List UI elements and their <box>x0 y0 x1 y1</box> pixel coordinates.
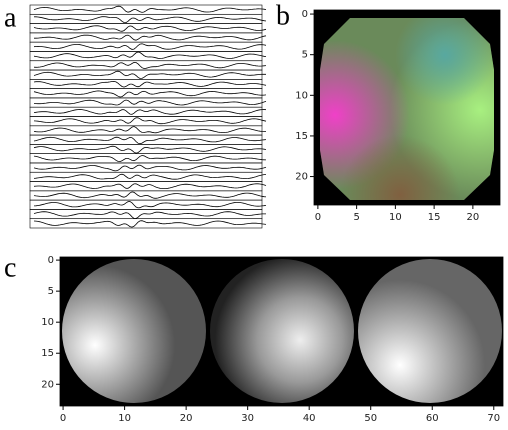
x-tick-label: 5 <box>353 212 359 223</box>
x-tick-label: 0 <box>315 212 321 223</box>
gray-disk <box>62 259 206 403</box>
trace-box <box>29 134 263 145</box>
x-tick-label: 60 <box>426 413 439 424</box>
panel-label: b <box>276 0 290 31</box>
y-tick-label: 20 <box>295 172 308 183</box>
waveform-panel <box>29 4 267 229</box>
trace <box>34 34 267 41</box>
trace <box>33 164 267 172</box>
axes-frame <box>313 9 501 206</box>
trace-box <box>29 32 263 43</box>
trace-box <box>29 218 263 229</box>
x-tick-label: 40 <box>303 413 316 424</box>
axes-frame <box>59 256 504 407</box>
y-tick-label: 15 <box>295 131 308 142</box>
x-tick-label: 30 <box>241 413 254 424</box>
x-tick-label: 10 <box>118 413 131 424</box>
gray-disk <box>358 259 502 403</box>
trace <box>33 155 267 163</box>
trace <box>33 191 267 199</box>
trace-box <box>29 4 263 15</box>
x-tick-label: 20 <box>467 212 480 223</box>
y-tick-label: 15 <box>41 348 54 359</box>
trace <box>33 61 267 69</box>
trace <box>33 80 267 88</box>
y-tick-label: 10 <box>41 317 54 328</box>
panel-label: a <box>4 2 17 33</box>
trace-box <box>29 144 263 154</box>
y-tick-label: 0 <box>302 9 308 20</box>
trace <box>33 211 266 219</box>
panel-label: c <box>4 252 16 283</box>
trace <box>33 220 267 228</box>
trace <box>33 25 267 32</box>
trace <box>33 90 267 98</box>
trace <box>33 51 267 59</box>
trace-box <box>29 69 263 80</box>
trace <box>33 136 267 145</box>
trace <box>33 109 267 115</box>
x-tick-label: 20 <box>180 413 193 424</box>
x-tick-label: 15 <box>428 212 441 223</box>
trace-box <box>29 79 263 89</box>
y-tick-label: 20 <box>41 379 54 390</box>
trace <box>34 16 267 24</box>
trace <box>33 43 267 50</box>
trace <box>33 99 267 106</box>
trace <box>33 145 267 154</box>
trace <box>33 183 267 189</box>
trace-box <box>29 51 263 62</box>
trace <box>33 126 266 134</box>
trace <box>33 117 267 125</box>
gray-disk <box>210 259 354 403</box>
y-tick-label: 5 <box>48 286 54 297</box>
rgb-overlay <box>320 18 494 200</box>
trace-box <box>29 125 263 136</box>
trace-box <box>29 181 263 192</box>
y-tick-label: 5 <box>302 50 308 61</box>
trace <box>33 5 267 13</box>
x-tick-label: 0 <box>60 413 66 424</box>
y-tick-label: 0 <box>48 255 54 266</box>
x-tick-label: 50 <box>364 413 377 424</box>
x-tick-label: 70 <box>487 413 500 424</box>
trace <box>33 201 267 209</box>
trace <box>33 173 267 180</box>
x-tick-label: 10 <box>389 212 402 223</box>
y-tick-label: 10 <box>295 90 308 101</box>
trace <box>33 70 266 79</box>
